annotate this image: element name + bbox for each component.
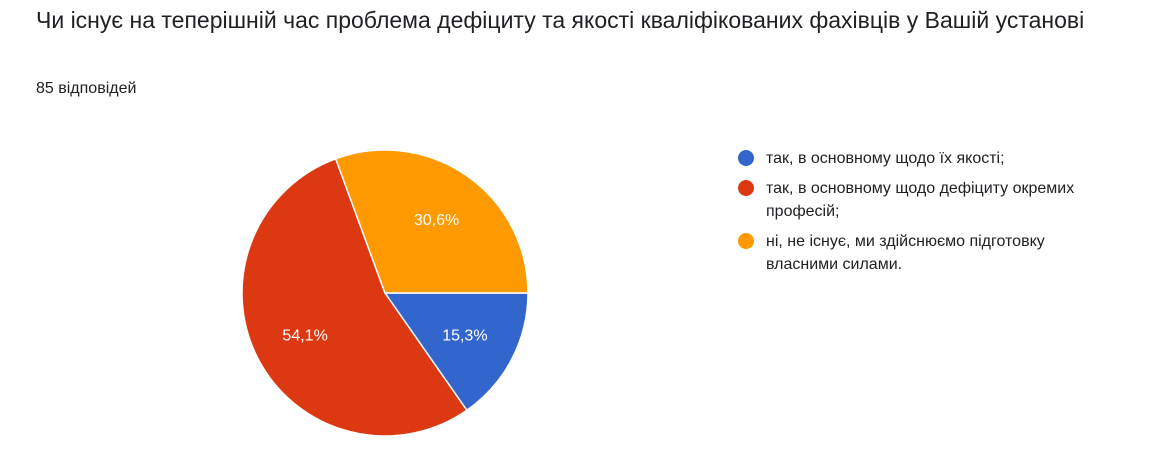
pie-slice[interactable] [383, 292, 529, 412]
legend-item[interactable]: так, в основному щодо дефіциту окремих п… [738, 180, 1138, 223]
chart-legend: так, в основному щодо їх якості; так, в … [738, 150, 1138, 286]
legend-swatch [738, 150, 754, 166]
slice-percentage-label: 54,1% [282, 328, 327, 345]
slice-percentage-label: 30,6% [414, 212, 459, 229]
legend-item[interactable]: ні, не існує, ми здійснюємо підготовку в… [738, 233, 1138, 276]
legend-swatch [738, 180, 754, 196]
pie-slice[interactable] [334, 149, 529, 294]
legend-item[interactable]: так, в основному щодо їх якості; [738, 150, 1138, 170]
legend-swatch [738, 233, 754, 249]
response-count: 85 відповідей [36, 80, 137, 97]
question-title: Чи існує на теперішній час проблема дефі… [36, 7, 1085, 33]
legend-label: ні, не існує, ми здійснюємо підготовку в… [766, 233, 1045, 273]
slice-percentage-label: 15,3% [442, 328, 487, 345]
legend-label: так, в основному щодо дефіциту окремих п… [766, 180, 1075, 220]
pie-slice[interactable] [241, 157, 468, 437]
legend-label: так, в основному щодо їх якості; [766, 150, 1005, 167]
